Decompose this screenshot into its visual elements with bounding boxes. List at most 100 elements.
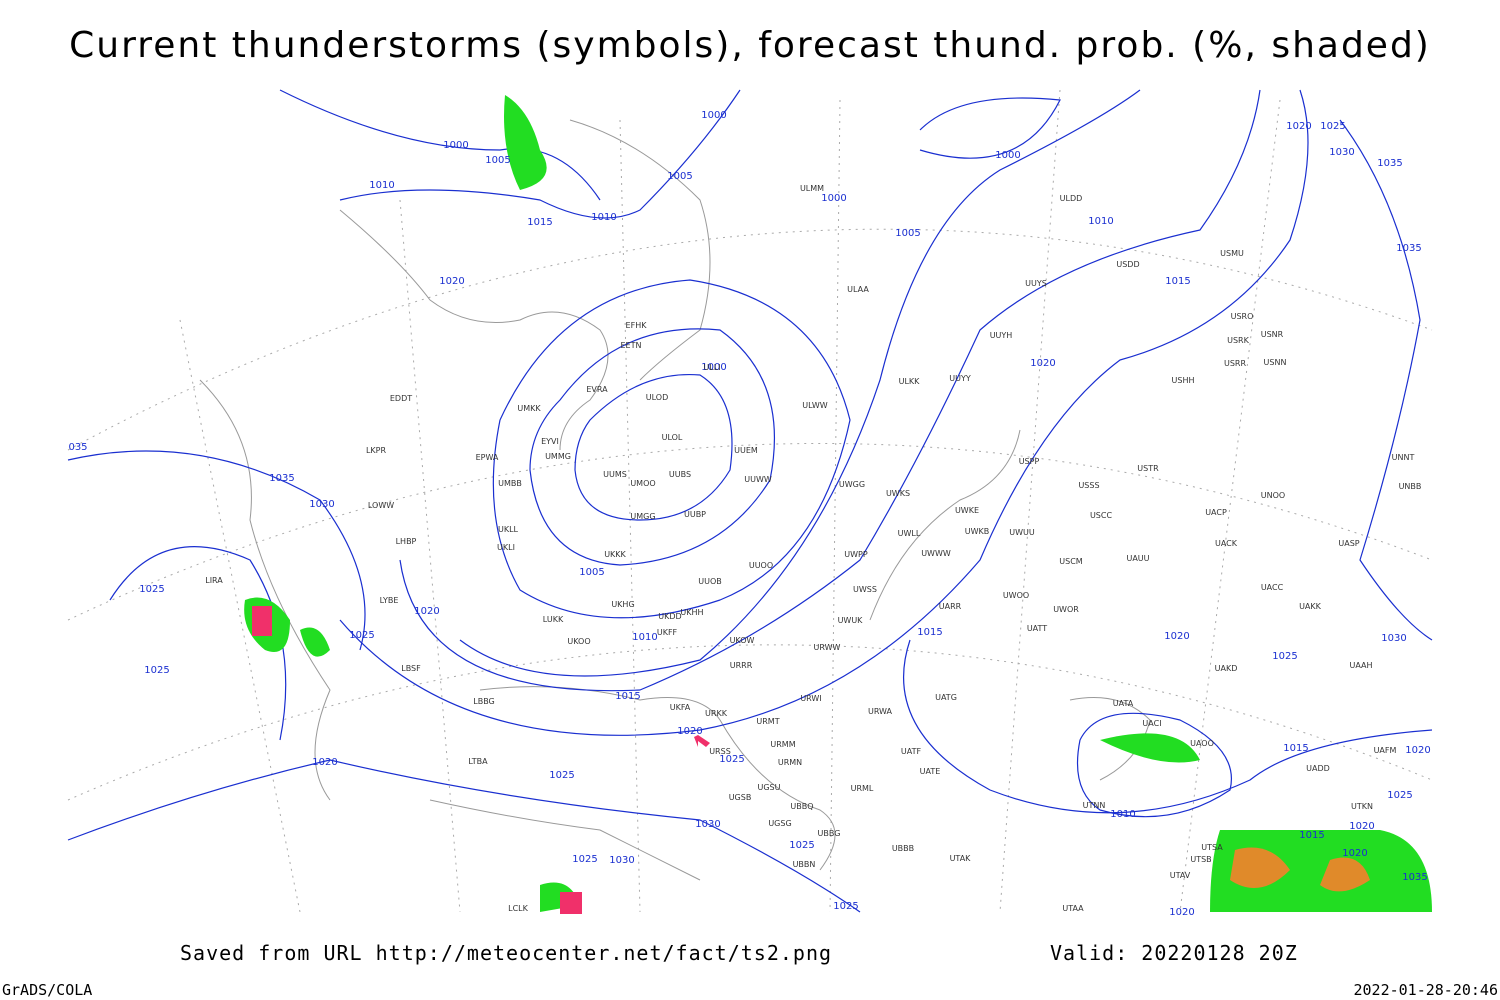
graticule <box>67 89 1433 913</box>
isobar-label: 1025 <box>833 901 858 912</box>
isobar-label: 1035 <box>269 473 294 484</box>
isobar-label: 1020 <box>414 606 439 617</box>
isobar-label: 1020 <box>1405 745 1430 756</box>
station-label: UACP <box>1205 508 1227 517</box>
isobar-label: 1015 <box>527 217 552 228</box>
station-label: USHH <box>1172 376 1195 385</box>
station-label: UATA <box>1113 699 1134 708</box>
station-label: EDDT <box>390 394 412 403</box>
isobar-label: 1015 <box>615 691 640 702</box>
station-label: LBBG <box>473 697 495 706</box>
isobar-label: 1010 <box>369 180 394 191</box>
station-label: UWGG <box>839 480 865 489</box>
isobar-label: 1010 <box>1088 216 1113 227</box>
station-label: UATG <box>935 693 957 702</box>
station-label: UAOO <box>1190 739 1214 748</box>
station-label: USPP <box>1019 457 1040 466</box>
isobar-label: 1025 <box>349 630 374 641</box>
station-label: UGSG <box>768 819 791 828</box>
station-label: UMOO <box>630 479 655 488</box>
isobar-label: 1005 <box>485 155 510 166</box>
station-label: LOWW <box>368 501 394 510</box>
isobars <box>67 89 1433 913</box>
coastlines <box>199 119 1151 881</box>
station-label: UKOW <box>730 636 755 645</box>
station-label: URMT <box>756 717 779 726</box>
station-label: URWA <box>868 707 893 716</box>
isobar-label: 1005 <box>895 228 920 239</box>
station-label: LHBP <box>396 537 417 546</box>
station-label: UKLL <box>498 525 519 534</box>
station-label: USDD <box>1116 260 1139 269</box>
isobar-label: 1035 <box>1402 872 1427 883</box>
station-label: UUYY <box>949 374 971 383</box>
thunder-probability <box>244 95 1432 912</box>
station-label: UACK <box>1215 539 1238 548</box>
station-label: UKFA <box>670 703 691 712</box>
station-label: UARR <box>939 602 962 611</box>
station-label: UNBB <box>1399 482 1422 491</box>
station-label: LCLK <box>508 904 529 913</box>
station-label: ULDD <box>1060 194 1083 203</box>
isobar-label: 1015 <box>1165 276 1190 287</box>
station-label: UNOO <box>1261 491 1285 500</box>
station-label: UAKD <box>1215 664 1238 673</box>
station-label: UMMG <box>545 452 571 461</box>
station-label: UTSA <box>1201 843 1223 852</box>
station-label: UUOO <box>749 561 773 570</box>
station-label: UKLI <box>497 543 515 552</box>
station-label: UGSB <box>729 793 752 802</box>
station-label: UWPP <box>844 550 868 559</box>
station-label: UTKN <box>1351 802 1373 811</box>
isobar-label: 1025 <box>144 665 169 676</box>
station-label: UWSS <box>853 585 877 594</box>
timestamp: 2022-01-28-20:46 <box>1354 981 1499 999</box>
station-label: UWUK <box>838 616 864 625</box>
isobar-label: 1030 <box>609 855 634 866</box>
map-frame <box>67 88 1433 914</box>
isobar-label: 1020 <box>1342 848 1367 859</box>
station-label: ULOD <box>646 393 668 402</box>
isobar-label: 1030 <box>695 819 720 830</box>
station-label: ULKK <box>899 377 921 386</box>
isobar-label: 1025 <box>1320 121 1345 132</box>
station-label: USCM <box>1059 557 1083 566</box>
station-label: ULMM <box>800 184 824 193</box>
station-label: UTAA <box>1062 904 1084 913</box>
isobar-label: 1000 <box>443 140 468 151</box>
station-label: UKFF <box>657 628 678 637</box>
station-label: UWWW <box>921 549 951 558</box>
station-label: UASP <box>1338 539 1359 548</box>
station-label: UWUU <box>1009 528 1035 537</box>
valid-time: Valid: 20220128 20Z <box>1050 941 1298 965</box>
isobar-label: 1020 <box>439 276 464 287</box>
isobar-label: 1035 <box>1377 158 1402 169</box>
station-label: UWKS <box>886 489 910 498</box>
station-label: ULAA <box>847 285 869 294</box>
isobar-label: 1030 <box>1381 633 1406 644</box>
station-label: UATT <box>1027 624 1047 633</box>
station-label: UUMS <box>603 470 627 479</box>
isobar-label: 1015 <box>1299 830 1324 841</box>
isobar-label: 1015 <box>917 627 942 638</box>
source-url: Saved from URL http://meteocenter.net/fa… <box>180 941 832 965</box>
station-label: UUBP <box>684 510 706 519</box>
title: Current thunderstorms (symbols), forecas… <box>69 25 1431 66</box>
isobar-label: 1030 <box>1329 147 1354 158</box>
station-label: UWKB <box>965 527 990 536</box>
map-area <box>68 88 1432 912</box>
station-label: UKDD <box>658 612 681 621</box>
isobar-label: 1000 <box>701 362 726 373</box>
station-label: ULWW <box>802 401 827 410</box>
station-label: UBBB <box>892 844 914 853</box>
isobar-label: 1020 <box>312 757 337 768</box>
isobar-label: 1020 <box>1030 358 1055 369</box>
station-label: USCC <box>1090 511 1113 520</box>
isobar-label: 1010 <box>632 632 657 643</box>
station-label: UNNT <box>1392 453 1415 462</box>
station-label: UAAH <box>1349 661 1372 670</box>
station-label: LBSF <box>401 664 421 673</box>
isobar-label: 1025 <box>549 770 574 781</box>
station-label: UUWW <box>744 475 772 484</box>
isobar-label: 1000 <box>821 193 846 204</box>
